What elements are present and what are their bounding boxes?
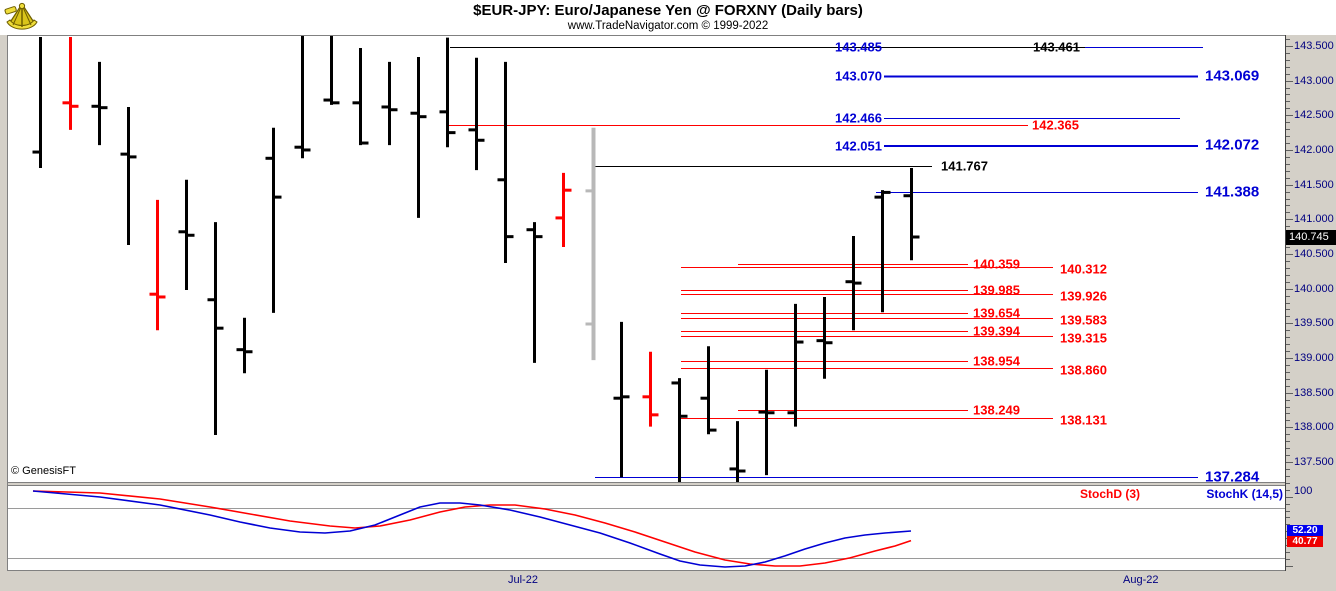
axis-price-label: 140.500	[1294, 247, 1334, 260]
sextant-icon	[4, 2, 38, 30]
stochk-value-badge: 52.20	[1287, 525, 1323, 536]
axis-price-label: 142.000	[1294, 143, 1334, 156]
axis-price-label: 140.000	[1294, 282, 1334, 295]
axis-price-label: 137.500	[1294, 455, 1334, 468]
axis-price-label: 141.000	[1294, 213, 1334, 226]
panel-divider[interactable]	[7, 482, 1285, 485]
axis-price-label: 138.500	[1294, 386, 1334, 399]
chart-subtitle: www.TradeNavigator.com © 1999-2022	[567, 20, 769, 32]
genesisft-copyright: © GenesisFT	[11, 465, 76, 477]
stochd-legend-label[interactable]: StochD (3)	[1080, 487, 1140, 501]
chart-title: $EUR-JPY: Euro/Japanese Yen @ FORXNY (Da…	[473, 2, 863, 19]
axis-price-label: 142.500	[1294, 109, 1334, 122]
date-label-jul[interactable]: Jul-22	[508, 574, 538, 586]
axis-price-label: 139.500	[1294, 317, 1334, 330]
stochd-value-badge: 40.77	[1287, 536, 1323, 547]
chart-header: $EUR-JPY: Euro/Japanese Yen @ FORXNY (Da…	[0, 0, 1336, 35]
axis-price-label: 143.000	[1294, 74, 1334, 87]
stochk-legend-label[interactable]: StochK (14,5)	[1206, 487, 1283, 501]
stoch-stochk-line	[32, 490, 912, 568]
axis-stoch-label: 100	[1294, 485, 1313, 497]
stoch-stochd-line	[32, 490, 912, 567]
price-chart-panel[interactable]	[7, 35, 1285, 482]
date-label-aug[interactable]: Aug-22	[1123, 574, 1159, 586]
axis-price-label: 139.000	[1294, 351, 1334, 364]
axis-price-label: 138.000	[1294, 421, 1334, 434]
current-price-badge: 140.745	[1286, 230, 1336, 245]
stochastic-panel[interactable]	[7, 485, 1285, 570]
axis-price-label: 141.500	[1294, 178, 1334, 191]
axis-price-label: 143.500	[1294, 39, 1334, 52]
